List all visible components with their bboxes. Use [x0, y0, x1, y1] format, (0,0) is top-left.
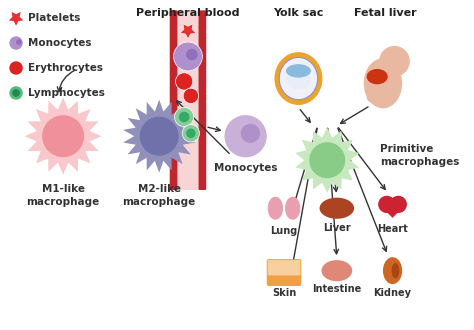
Ellipse shape: [286, 64, 311, 78]
Text: Heart: Heart: [377, 224, 408, 234]
Circle shape: [390, 196, 407, 213]
Text: Skin: Skin: [272, 288, 296, 298]
Circle shape: [9, 61, 23, 75]
Circle shape: [379, 46, 410, 77]
Circle shape: [16, 39, 22, 45]
Circle shape: [378, 196, 395, 213]
Ellipse shape: [366, 93, 380, 103]
Circle shape: [9, 86, 23, 100]
Polygon shape: [123, 100, 195, 173]
Circle shape: [309, 142, 345, 178]
FancyBboxPatch shape: [199, 10, 206, 190]
Polygon shape: [379, 204, 406, 218]
Text: Liver: Liver: [323, 223, 351, 233]
Polygon shape: [180, 23, 196, 39]
Text: Lymphocytes: Lymphocytes: [27, 88, 104, 98]
FancyBboxPatch shape: [268, 260, 301, 276]
Text: Fetal liver: Fetal liver: [354, 9, 416, 18]
FancyBboxPatch shape: [267, 259, 301, 286]
Circle shape: [174, 107, 194, 127]
Text: Primitive
macrophages: Primitive macrophages: [380, 144, 459, 167]
Ellipse shape: [392, 263, 399, 278]
Ellipse shape: [366, 69, 388, 84]
Ellipse shape: [285, 197, 301, 220]
Text: Yolk sac: Yolk sac: [273, 9, 324, 18]
Ellipse shape: [279, 57, 318, 100]
Circle shape: [241, 124, 260, 143]
Text: Monocytes: Monocytes: [27, 38, 91, 48]
Ellipse shape: [286, 72, 311, 89]
Text: Kidney: Kidney: [374, 288, 411, 298]
Text: Monocytes: Monocytes: [214, 163, 277, 173]
Text: M1-like
macrophage: M1-like macrophage: [27, 184, 100, 208]
Ellipse shape: [274, 52, 322, 105]
Polygon shape: [295, 127, 359, 193]
Circle shape: [140, 117, 179, 156]
Circle shape: [183, 88, 199, 104]
Ellipse shape: [383, 257, 402, 284]
Circle shape: [179, 112, 190, 122]
Circle shape: [9, 36, 23, 50]
Polygon shape: [9, 12, 23, 26]
Text: Intestine: Intestine: [312, 284, 362, 294]
Text: Peripheral blood: Peripheral blood: [136, 9, 240, 18]
FancyBboxPatch shape: [175, 10, 201, 190]
Circle shape: [186, 49, 198, 60]
Ellipse shape: [268, 197, 283, 220]
Text: M2-like
macrophage: M2-like macrophage: [123, 184, 196, 208]
Ellipse shape: [364, 58, 402, 108]
Ellipse shape: [321, 260, 352, 281]
Ellipse shape: [319, 198, 354, 219]
FancyBboxPatch shape: [170, 10, 177, 190]
Circle shape: [186, 129, 196, 138]
Text: Platelets: Platelets: [27, 13, 80, 23]
Polygon shape: [25, 98, 101, 175]
Text: Erythrocytes: Erythrocytes: [27, 63, 102, 73]
Circle shape: [225, 115, 267, 157]
Text: Lung: Lung: [270, 225, 298, 236]
Circle shape: [182, 125, 200, 142]
Circle shape: [173, 42, 202, 71]
Circle shape: [12, 89, 20, 97]
Circle shape: [42, 115, 84, 157]
Circle shape: [175, 73, 193, 90]
